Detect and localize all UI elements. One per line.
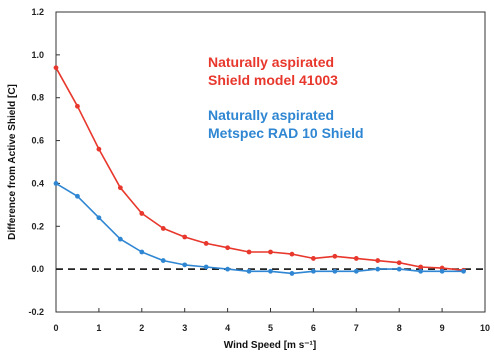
series-2-point <box>96 215 102 221</box>
y-tick-label: 0.6 <box>31 136 44 146</box>
series-1-point <box>203 241 209 246</box>
series-2-point <box>160 258 166 263</box>
series-1-point <box>117 185 123 191</box>
x-tick-label: 6 <box>311 323 316 333</box>
y-tick-label: 1.0 <box>31 50 44 60</box>
series-2-line <box>55 182 464 275</box>
series-1-point <box>396 260 402 266</box>
series-2-point <box>117 236 123 242</box>
legend-series-1-line-2: Shield model 41003 <box>208 72 338 88</box>
x-tick-label: 0 <box>53 323 58 333</box>
legend-series-1-line-1: Naturally aspirated <box>208 54 334 70</box>
series-1-point <box>268 249 273 255</box>
y-axis: -0.2 0.0 0.2 0.4 0.6 0.8 1.0 1.2 <box>28 7 60 317</box>
series-1-point <box>289 251 295 257</box>
x-tick-label: 3 <box>182 323 187 333</box>
series-2-point <box>396 266 402 272</box>
series-2-point <box>375 266 381 272</box>
series-2-point <box>461 268 466 274</box>
series-1-point <box>139 211 145 216</box>
series-2-point <box>332 268 338 274</box>
series-2-point <box>203 264 209 270</box>
series-2-point <box>311 268 316 274</box>
series-1-point <box>53 65 59 71</box>
x-axis: 0 1 2 3 4 5 6 7 8 9 10 <box>53 308 490 333</box>
x-tick-label: 8 <box>397 323 402 333</box>
series-2-point <box>225 266 231 272</box>
series-1-point <box>96 146 102 152</box>
plot-frame <box>55 11 486 313</box>
series-2-point <box>439 268 445 274</box>
series-2-point <box>268 268 273 274</box>
y-tick-label: 1.2 <box>31 7 44 17</box>
x-tick-label: 5 <box>268 323 273 333</box>
y-tick-label: 0.4 <box>31 178 44 188</box>
series-1-point <box>311 256 316 261</box>
series-2-point <box>289 271 295 276</box>
legend-series-2-line-1: Naturally aspirated <box>208 107 334 123</box>
series-2-point <box>246 268 252 274</box>
series-1-line <box>55 67 464 271</box>
y-tick-label: 0.8 <box>31 93 44 103</box>
series-2-point <box>139 249 145 255</box>
legend-series-2-line-2: Metspec RAD 10 Shield <box>208 125 364 141</box>
series-1-point <box>182 234 188 240</box>
y-axis-title: Difference from Active Shield [C] <box>7 84 18 240</box>
series-1-point <box>332 253 338 259</box>
series-1-point <box>353 256 359 261</box>
y-tick-label: -0.2 <box>28 307 44 317</box>
series-1-point <box>375 258 381 263</box>
series-1-point <box>418 264 424 270</box>
y-tick-label: 0.0 <box>31 264 44 274</box>
series-2-point <box>353 268 359 274</box>
y-tick-label: 0.2 <box>31 221 44 231</box>
series-1-point <box>246 249 252 255</box>
series-2-point <box>418 268 424 274</box>
x-tick-label: 7 <box>354 323 359 333</box>
series-2-point <box>182 262 188 268</box>
series-2-point <box>53 181 59 186</box>
x-tick-label: 1 <box>96 323 101 333</box>
series-1-point <box>160 226 166 231</box>
x-tick-label: 10 <box>480 323 490 333</box>
x-tick-label: 9 <box>440 323 445 333</box>
series-layer <box>53 65 466 276</box>
series-1-point <box>75 103 80 109</box>
x-axis-title: Wind Speed [m s⁻¹] <box>224 340 316 351</box>
x-tick-label: 4 <box>225 323 230 333</box>
series-2-point <box>75 193 80 199</box>
x-tick-label: 2 <box>139 323 144 333</box>
series-1-point <box>225 245 231 251</box>
